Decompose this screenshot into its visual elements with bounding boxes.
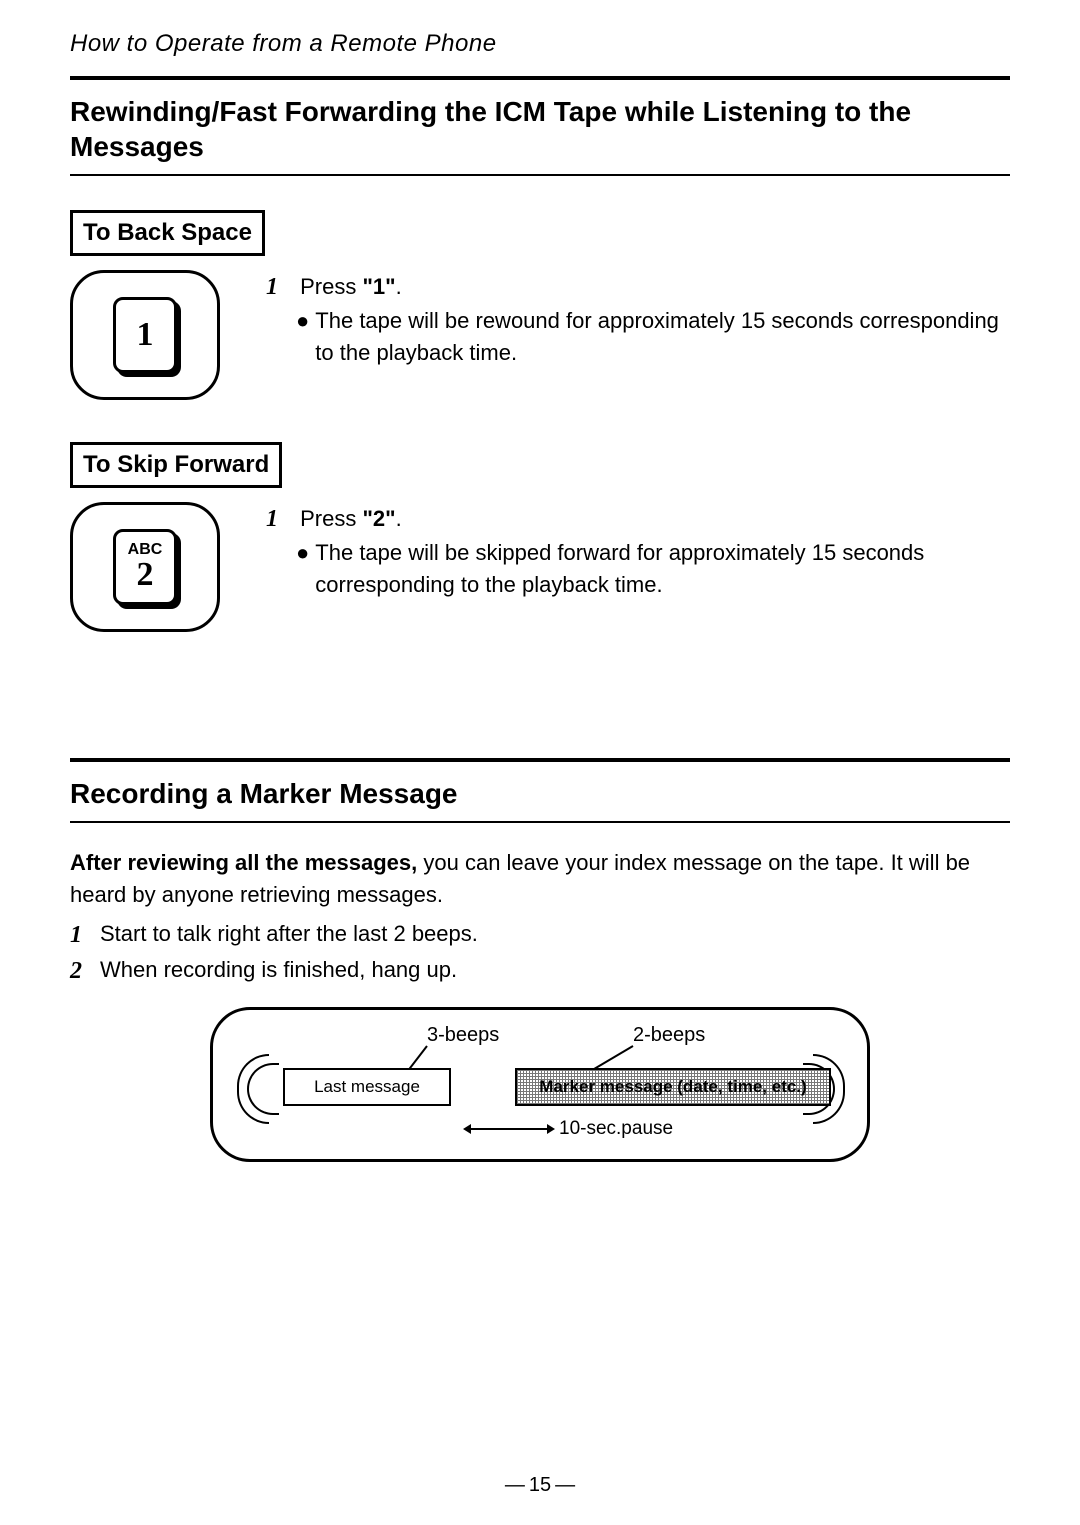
bullet-dot-icon: ● (296, 537, 309, 601)
keypad-2-illustration: ABC 2 (70, 502, 240, 632)
press-suffix: . (396, 506, 402, 531)
step-text: Start to talk right after the last 2 bee… (100, 917, 478, 953)
tape-reel-left-icon (237, 1054, 267, 1120)
bullet-row: ● The tape will be skipped forward for a… (296, 537, 1010, 601)
back-space-label: To Back Space (70, 210, 265, 256)
two-beeps-label: 2-beeps (633, 1024, 705, 1047)
rule-section2-top (70, 758, 1010, 762)
page-number: 15 (529, 1474, 551, 1496)
step-number: 1 (266, 502, 294, 537)
key-digit: 1 (137, 318, 154, 352)
tape-figure: 3-beeps 2-beeps Last message Marker mess… (70, 1007, 1010, 1162)
intro-paragraph: After reviewing all the messages, you ca… (70, 847, 1010, 911)
section2-title: Recording a Marker Message (70, 776, 1010, 811)
skip-forward-label: To Skip Forward (70, 442, 282, 488)
rule-top-thick (70, 76, 1010, 80)
section1-title: Rewinding/Fast Forwarding the ICM Tape w… (70, 94, 1010, 164)
key-digit: 2 (137, 558, 154, 592)
skip-forward-step: ABC 2 1 Press "2". ● The tape will be sk… (70, 502, 1010, 632)
bullet-text: The tape will be skipped forward for app… (315, 537, 1010, 601)
step-number: 2 (70, 953, 100, 989)
running-title: How to Operate from a Remote Phone (70, 30, 1010, 58)
step-text: When recording is finished, hang up. (100, 953, 457, 989)
step-number: 1 (266, 270, 294, 305)
three-beeps-label: 3-beeps (427, 1024, 499, 1047)
intro-lead: After reviewing all the messages, (70, 850, 417, 875)
page-footer: —15— (0, 1474, 1080, 1497)
rule-section2-under (70, 821, 1010, 823)
keypad-1-illustration: 1 (70, 270, 240, 400)
press-key-quoted: "1" (362, 274, 395, 299)
sec2-step-2: 2 When recording is finished, hang up. (70, 953, 1010, 989)
beep-leader-line-icon (427, 1046, 428, 1047)
bullet-dot-icon: ● (296, 305, 309, 369)
pause-label: 10-sec.pause (559, 1118, 673, 1140)
press-key-quoted: "2" (362, 506, 395, 531)
press-line: 1 Press "2". (266, 502, 1010, 537)
back-space-step: 1 1 Press "1". ● The tape will be rewoun… (70, 270, 1010, 400)
rule-under-title (70, 174, 1010, 176)
bullet-text: The tape will be rewound for approximate… (315, 305, 1010, 369)
last-message-segment: Last message (283, 1068, 451, 1106)
page-suffix: — (551, 1474, 579, 1496)
press-prefix: Press (300, 274, 362, 299)
bullet-row: ● The tape will be rewound for approxima… (296, 305, 1010, 369)
beep-leader-line-icon (633, 1046, 634, 1047)
marker-message-segment: Marker message (date, time, etc.) (515, 1068, 831, 1106)
press-line: 1 Press "1". (266, 270, 1010, 305)
sec2-step-1: 1 Start to talk right after the last 2 b… (70, 917, 1010, 953)
press-suffix: . (396, 274, 402, 299)
press-prefix: Press (300, 506, 362, 531)
page-prefix: — (501, 1474, 529, 1496)
step-number: 1 (70, 917, 100, 953)
pause-span-arrow-icon (465, 1128, 553, 1130)
